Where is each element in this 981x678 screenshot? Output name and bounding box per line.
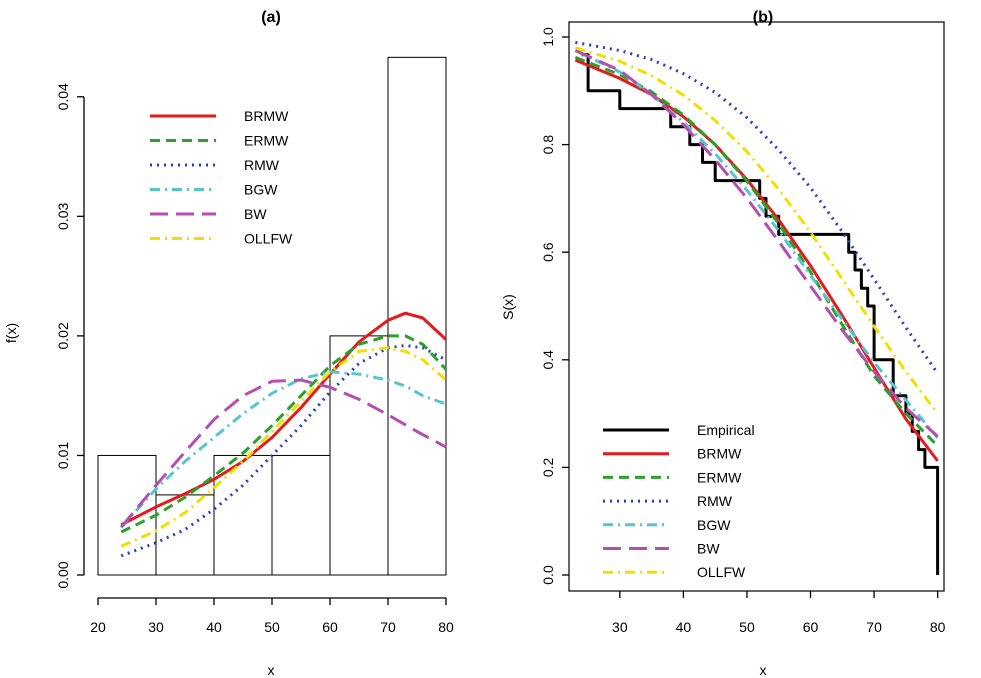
panel-a-x-tick-label-2: 40 xyxy=(206,619,222,635)
panel-b-ylabel: S(x) xyxy=(500,294,516,320)
panel-a-y-tick-label-0: 0.00 xyxy=(55,561,71,588)
panel-b-x-tick-label-3: 60 xyxy=(803,619,819,635)
panel-b-x-tick-label-1: 40 xyxy=(676,619,692,635)
panel-a-legend-label-ermw: ERMW xyxy=(244,133,289,149)
panel-a-legend: BRMW ERMW RMW BGW BW OLLFW xyxy=(150,108,293,247)
panel-b-title: (b) xyxy=(753,9,773,26)
panel-b-y-tick-label-3: 0.6 xyxy=(540,242,556,262)
panel-a-series-brmw xyxy=(120,311,448,527)
panel-b-legend-label-bgw: BGW xyxy=(697,517,731,533)
panel-a-legend-label-brmw: BRMW xyxy=(244,108,289,124)
panel-b-series-brmw xyxy=(574,58,939,462)
panel-b-x-tick-label-5: 80 xyxy=(930,619,946,635)
panel-b-legend-label-rmw: RMW xyxy=(697,493,733,509)
panel-a-title: (a) xyxy=(261,9,281,26)
panel-a: (a) x f(x) 0.00 0.01 0.02 0.03 0.04 20 30 40 50 6… xyxy=(3,9,454,678)
panel-a-histogram-bar-50-60 xyxy=(271,454,331,576)
panel-a-x-tick-label-0: 20 xyxy=(90,619,106,635)
panel-a-series-ermw xyxy=(120,334,448,534)
panel-a-series-ollfw xyxy=(120,346,447,548)
panel-b-series-rmw xyxy=(575,40,939,375)
panel-a-legend-label-bgw: BGW xyxy=(244,182,278,198)
panel-b-x-tick-label-0: 30 xyxy=(612,619,628,635)
panel-a-x-tick-label-3: 50 xyxy=(264,619,280,635)
panel-b-y-tick-label-4: 0.8 xyxy=(540,135,556,155)
panel-a-y-tick-label-4: 0.04 xyxy=(55,83,71,110)
panel-b-x-tick-label-4: 70 xyxy=(866,619,882,635)
panel-b-legend-label-brmw: BRMW xyxy=(697,446,742,462)
panel-b-legend-label-bw: BW xyxy=(697,541,720,557)
panel-a-curves xyxy=(120,311,448,558)
panel-b-legend-label-empirical: Empirical xyxy=(697,422,755,438)
panel-b-curves xyxy=(574,40,940,575)
panel-a-axes: 0.00 0.01 0.02 0.03 0.04 20 30 40 50 60 70 80 xyxy=(55,83,454,635)
panel-a-x-tick-label-1: 30 xyxy=(148,619,164,635)
panel-a-y-tick-label-1: 0.01 xyxy=(55,442,71,469)
panel-b-xlabel: x xyxy=(760,662,767,678)
panel-b-axes: 0.0 0.2 0.4 0.6 0.8 1.0 30 40 50 60 70 80 xyxy=(540,27,946,635)
panel-b-legend-label-ollfw: OLLFW xyxy=(697,564,746,580)
panel-b-y-tick-label-0: 0.0 xyxy=(540,565,556,585)
panel-b-legend: Empirical BRMW ERMW RMW BGW BW OLLFW xyxy=(603,422,755,580)
panel-a-legend-label-ollfw: OLLFW xyxy=(244,231,293,247)
panel-a-y-tick-label-2: 0.02 xyxy=(55,322,71,349)
panel-a-legend-label-rmw: RMW xyxy=(244,157,280,173)
panel-b-y-tick-label-5: 1.0 xyxy=(540,27,556,47)
panel-a-histogram-bar-30-40 xyxy=(155,494,215,576)
panel-a-series-bw xyxy=(120,378,447,529)
panel-a-y-tick-label-3: 0.03 xyxy=(55,202,71,229)
panel-a-legend-label-bw: BW xyxy=(244,206,267,222)
panel-b-plot-box xyxy=(568,21,945,592)
panel-a-ylabel: f(x) xyxy=(3,323,19,343)
panel-a-histogram-bar-20-30 xyxy=(97,454,157,576)
panel-a-xlabel: x xyxy=(268,662,275,678)
panel-b-legend-label-ermw: ERMW xyxy=(697,469,742,485)
panel-a-x-tick-label-5: 70 xyxy=(380,619,396,635)
panel-b-y-tick-label-2: 0.4 xyxy=(540,350,556,370)
panel-b-series-ermw xyxy=(574,56,939,447)
panel-b-series-empirical xyxy=(581,53,940,575)
panel-b-series-ollfw xyxy=(574,46,939,415)
panel-b-series-bw xyxy=(574,49,939,438)
panel-b: (b) x S(x) 0.0 0.2 0.4 0.6 0.8 1.0 30 40 50 60 70 8… xyxy=(500,9,946,678)
panel-a-x-tick-label-4: 60 xyxy=(322,619,338,635)
panel-a-series-rmw xyxy=(120,344,447,558)
panel-b-y-tick-label-1: 0.2 xyxy=(540,457,556,477)
panel-a-series-bgw xyxy=(120,370,447,529)
panel-a-histogram-bar-70-80 xyxy=(387,56,447,576)
panel-a-x-tick-label-6: 80 xyxy=(438,619,454,635)
panel-b-x-tick-label-2: 50 xyxy=(739,619,755,635)
